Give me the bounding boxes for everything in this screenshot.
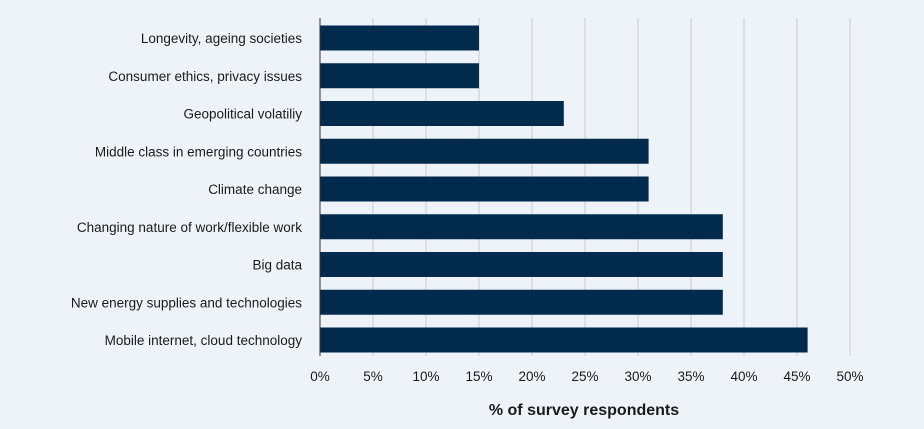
x-tick-labels: 0% 5% 10% 15% 20% 25% 30% 35% 40% 45% 50% bbox=[310, 369, 863, 384]
category-label: Longevity, ageing societies bbox=[141, 31, 302, 46]
x-tick-label: 20% bbox=[518, 369, 545, 384]
bar bbox=[320, 63, 479, 89]
bar bbox=[320, 214, 723, 240]
x-tick-label: 45% bbox=[783, 369, 810, 384]
category-label: Big data bbox=[252, 258, 302, 273]
x-axis-title: % of survey respondents bbox=[489, 402, 679, 419]
x-tick-label: 10% bbox=[412, 369, 439, 384]
bar bbox=[320, 176, 649, 202]
category-label: Changing nature of work/flexible work bbox=[77, 220, 302, 235]
category-label: Mobile internet, cloud technology bbox=[105, 333, 303, 348]
bar bbox=[320, 327, 808, 353]
x-tick-label: 50% bbox=[836, 369, 863, 384]
x-tick-label: 35% bbox=[677, 369, 704, 384]
bar bbox=[320, 289, 723, 315]
category-label: Middle class in emerging countries bbox=[95, 144, 302, 159]
bars bbox=[320, 25, 808, 353]
bar bbox=[320, 252, 723, 277]
x-tick-label: 40% bbox=[730, 369, 757, 384]
bar bbox=[320, 25, 479, 51]
category-label: Climate change bbox=[208, 182, 302, 197]
x-tick-label: 30% bbox=[624, 369, 651, 384]
x-tick-label: 5% bbox=[363, 369, 383, 384]
x-tick-label: 25% bbox=[571, 369, 598, 384]
x-tick-label: 15% bbox=[465, 369, 492, 384]
category-label: New energy supplies and technologies bbox=[71, 295, 302, 310]
category-label: Consumer ethics, privacy issues bbox=[108, 69, 302, 84]
category-labels: Longevity, ageing societies Consumer ethi… bbox=[71, 31, 303, 348]
bar bbox=[320, 101, 564, 126]
x-tick-label: 0% bbox=[310, 369, 330, 384]
bar bbox=[320, 138, 649, 164]
category-label: Geopolitical volatiliy bbox=[183, 107, 302, 122]
